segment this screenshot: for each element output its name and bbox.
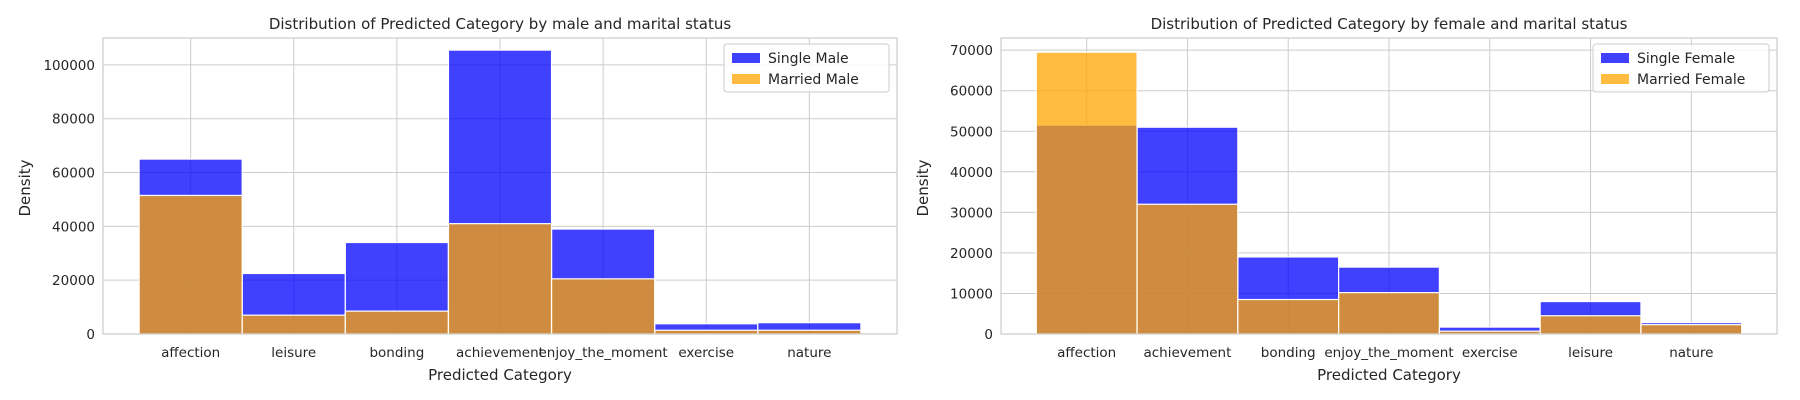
y-tick-label: 10000 [950, 286, 993, 302]
bar-married-leisure [241, 314, 346, 335]
bar-married-affection [1035, 51, 1138, 335]
bar-married-achievement [1136, 203, 1239, 335]
x-tick-label: leisure [1568, 345, 1613, 361]
bars [1035, 51, 1743, 335]
bar-married-bonding [344, 310, 450, 335]
bar-married-enjoy_the_moment [1338, 292, 1440, 335]
y-tick-label: 0 [984, 327, 993, 343]
legend-label: Single Female [1637, 51, 1735, 67]
y-tick-label: 60000 [950, 84, 993, 100]
x-tick-label: leisure [271, 345, 316, 361]
x-axis-label: Predicted Category [1317, 366, 1461, 384]
legend-swatch [732, 53, 760, 63]
legend-swatch [732, 74, 760, 84]
bars [138, 49, 862, 335]
x-tick-label: achievement [456, 345, 544, 361]
x-tick-label: enjoy_the_moment [1324, 345, 1453, 361]
bar-married-achievement [447, 223, 553, 335]
legend-label: Married Male [768, 72, 859, 88]
x-tick-label: exercise [678, 345, 734, 361]
legend-swatch [1601, 74, 1629, 84]
x-tick-label: affection [1057, 345, 1116, 361]
legend: Single Male Married Male [723, 43, 890, 93]
x-tick-label: nature [787, 345, 831, 361]
chart-title: Distribution of Predicted Category by ma… [269, 15, 732, 33]
legend-label: Married Female [1637, 72, 1745, 88]
x-tick-label: affection [161, 345, 220, 361]
y-tick-label: 20000 [950, 246, 993, 262]
y-tick-label: 60000 [52, 166, 95, 182]
legend: Single Female Married Female [1592, 43, 1770, 93]
y-tick-label: 40000 [950, 165, 993, 181]
x-tick-label: nature [1669, 345, 1713, 361]
y-tick-label: 50000 [950, 124, 993, 140]
legend-box [723, 43, 890, 93]
bar-married-nature [1640, 324, 1743, 335]
chart-female: Distribution of Predicted Category by fe… [914, 15, 1778, 384]
y-tick-label: 20000 [52, 273, 95, 289]
plot-frame [102, 37, 898, 335]
y-tick-label: 100000 [43, 58, 95, 74]
y-axis-label: Density [914, 159, 932, 216]
y-tick-label: 80000 [52, 112, 95, 128]
bar-married-enjoy_the_moment [550, 278, 656, 335]
legend-box [1592, 43, 1770, 93]
y-tick-label: 30000 [950, 205, 993, 221]
chart-male: Distribution of Predicted Category by ma… [16, 15, 898, 384]
bar-married-bonding [1237, 298, 1340, 335]
y-tick-label: 70000 [950, 43, 993, 59]
plot-frame [1000, 37, 1778, 335]
chart-title: Distribution of Predicted Category by fe… [1151, 15, 1628, 33]
y-axis-label: Density [16, 159, 34, 216]
bar-married-affection [138, 194, 243, 335]
bar-married-leisure [1539, 315, 1642, 335]
y-tick-label: 40000 [52, 219, 95, 235]
x-tick-label: exercise [1462, 345, 1518, 361]
x-axis-label: Predicted Category [428, 366, 572, 384]
legend-swatch [1601, 53, 1629, 63]
y-tick-label: 0 [86, 327, 95, 343]
x-tick-label: enjoy_the_moment [538, 345, 667, 361]
legend-label: Single Male [768, 51, 849, 67]
x-tick-label: bonding [369, 345, 424, 361]
x-tick-label: achievement [1143, 345, 1231, 361]
x-tick-label: bonding [1261, 345, 1316, 361]
